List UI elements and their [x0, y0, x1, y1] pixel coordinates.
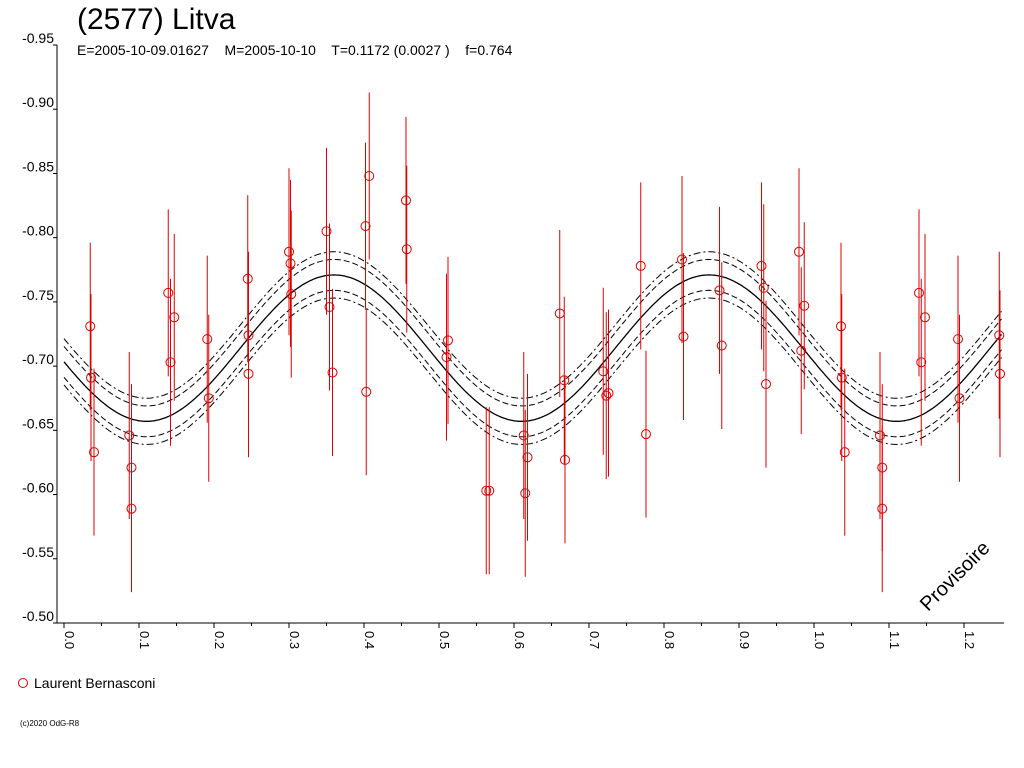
chart-subtitle: E=2005-10-09.01627 M=2005-10-10 T=0.1172… [77, 42, 513, 58]
y-tick-label: -0.60 [22, 480, 54, 496]
data-point [794, 246, 804, 257]
data-point [716, 340, 727, 351]
x-tick-label: 0.4 [362, 631, 377, 649]
data-point [443, 335, 453, 346]
data-point [601, 390, 612, 401]
data-point [86, 372, 96, 383]
data-point [522, 452, 533, 463]
data-point [714, 285, 725, 296]
data-point [321, 226, 332, 237]
data-point [89, 447, 99, 458]
data-point [202, 334, 213, 345]
legend-circle-icon [18, 678, 28, 688]
data-point [286, 289, 297, 300]
x-tick-label: 0.9 [737, 631, 752, 649]
data-point [165, 357, 176, 368]
data-point [678, 331, 689, 342]
y-tick-label: -0.55 [22, 544, 54, 560]
fit-curve [63, 274, 1003, 422]
x-tick-label: 1.2 [962, 631, 977, 649]
data-point [126, 503, 137, 514]
data-point [361, 386, 372, 397]
fit-upper-outer-band [63, 251, 1002, 399]
data-point [836, 321, 846, 332]
data-point [796, 345, 807, 356]
data-point [995, 368, 1005, 379]
x-tick-label: 0.6 [512, 631, 527, 649]
data-point [518, 430, 529, 441]
data-point [327, 367, 338, 378]
data-point [163, 287, 174, 298]
fit-upper-inner-band [63, 259, 1002, 407]
data-point [635, 260, 646, 271]
y-tick-label: -0.65 [22, 415, 54, 431]
data-point [598, 366, 609, 377]
data-point [799, 300, 810, 311]
data-point [364, 171, 375, 182]
legend: Laurent Bernasconi [18, 675, 155, 691]
data-point [85, 321, 96, 332]
x-tick-label: 1.0 [812, 631, 827, 649]
data-point [243, 368, 254, 379]
data-point [203, 393, 214, 404]
data-point [520, 488, 531, 499]
data-point [284, 246, 294, 257]
fit-lower-inner-band [63, 289, 1002, 438]
data-point [914, 287, 924, 298]
x-tick-label: 0.2 [212, 631, 227, 649]
provisional-watermark: Provisoire [916, 537, 994, 615]
chart-title: (2577) Litva [77, 3, 236, 36]
x-tick-label: 0.0 [62, 631, 77, 649]
copyright-note: (c)2020 OdG-R8 [20, 719, 80, 728]
y-tick-label: -0.70 [22, 351, 54, 367]
y-tick-label: -0.95 [22, 30, 54, 46]
x-tick-label: 0.1 [137, 631, 152, 649]
data-point [836, 372, 847, 383]
x-tick-label: 1.1 [887, 631, 902, 649]
data-point [758, 282, 769, 293]
x-tick-label: 0.3 [287, 631, 302, 649]
data-point [324, 302, 335, 313]
data-point [839, 447, 850, 458]
data-point [441, 352, 452, 363]
data-point [953, 334, 963, 345]
data-point [560, 454, 570, 465]
data-point [761, 379, 771, 390]
data-point [124, 430, 135, 441]
data-point [401, 195, 411, 206]
fit-lower-outer-band [63, 297, 1002, 446]
y-tick-label: -0.75 [22, 287, 54, 303]
data-point [994, 330, 1005, 341]
data-point [360, 221, 371, 232]
x-tick-label: 0.8 [662, 631, 677, 649]
data-point [242, 273, 253, 284]
x-tick-label: 0.5 [437, 631, 452, 649]
data-point [916, 357, 927, 368]
y-tick-label: -0.50 [22, 608, 54, 624]
data-point [401, 244, 412, 255]
legend-label: Laurent Bernasconi [34, 675, 156, 691]
data-point [954, 393, 965, 404]
data-point [641, 429, 651, 440]
data-point [875, 430, 885, 441]
y-tick-label: -0.85 [22, 158, 54, 174]
data-point [877, 503, 888, 514]
data-point [484, 485, 495, 496]
data-point [169, 312, 180, 323]
data-point [603, 388, 614, 399]
data-point [756, 260, 767, 271]
data-point [285, 258, 296, 269]
data-point [920, 312, 930, 323]
data-point [677, 254, 687, 265]
x-tick-label: 0.7 [587, 631, 602, 649]
y-tick-label: -0.80 [22, 223, 54, 239]
data-point [559, 375, 570, 386]
data-point [481, 485, 492, 496]
y-tick-label: -0.90 [22, 94, 54, 110]
